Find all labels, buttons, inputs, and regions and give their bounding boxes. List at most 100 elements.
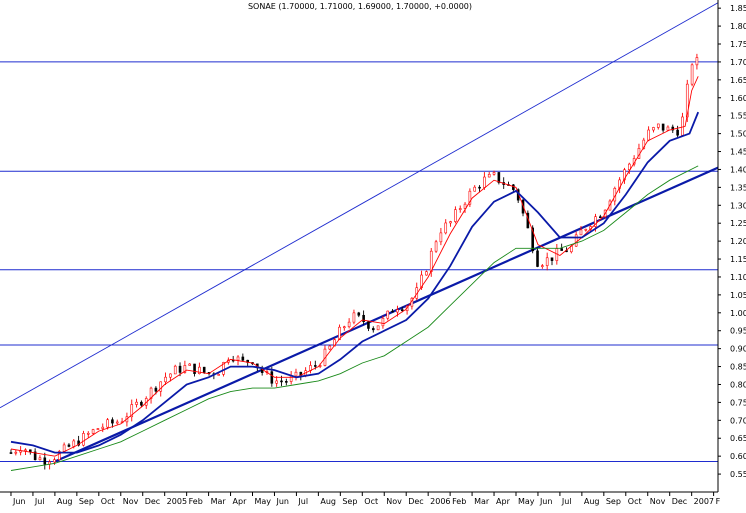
candle-body xyxy=(652,127,655,131)
x-tick-label: Nov xyxy=(650,497,666,506)
candle-body xyxy=(458,208,462,210)
candle-body xyxy=(492,172,496,175)
candle-body xyxy=(328,345,332,350)
candle-body xyxy=(62,444,66,452)
candle-body xyxy=(72,440,76,447)
candle-body xyxy=(33,451,37,461)
y-tick-label: 0.90 xyxy=(730,345,746,354)
x-tick-label: Oct xyxy=(628,497,642,506)
y-tick-label: 0.80 xyxy=(730,380,746,389)
candle-body xyxy=(454,209,457,222)
trendline xyxy=(0,2,719,409)
candle-body xyxy=(24,449,27,452)
candle-body xyxy=(463,203,467,209)
y-tick-label: 1.75 xyxy=(730,40,746,49)
x-tick-label: May xyxy=(255,497,272,506)
x-tick-label: Feb xyxy=(452,497,466,506)
y-tick-label: 1.30 xyxy=(730,201,746,210)
candle-body xyxy=(681,116,684,136)
candle-body xyxy=(541,265,544,267)
x-tick-label: Jun xyxy=(275,497,289,506)
candle-body xyxy=(594,216,597,227)
candle-body xyxy=(371,328,375,331)
candle-body xyxy=(695,57,699,66)
series-line xyxy=(10,111,700,454)
candle-body xyxy=(178,365,182,373)
y-tick-label: 1.25 xyxy=(730,219,746,228)
candle-body xyxy=(280,380,283,383)
candle-body xyxy=(483,176,486,188)
candle-body xyxy=(342,326,346,329)
x-tick-label: Dec xyxy=(408,497,423,506)
trendline xyxy=(54,166,719,463)
series-line xyxy=(10,76,699,457)
candle-body xyxy=(86,432,90,435)
horizontal-lines xyxy=(0,61,718,463)
candle-body xyxy=(560,248,563,251)
candle-body xyxy=(130,404,134,418)
x-tick-label: Jul xyxy=(561,497,572,506)
candle-body xyxy=(391,310,394,313)
candle-body xyxy=(550,257,554,261)
candle-body xyxy=(294,371,298,377)
candle-body xyxy=(183,365,187,373)
y-tick-label: 1.55 xyxy=(730,112,746,121)
candle-body xyxy=(188,363,192,366)
candle-body xyxy=(9,452,13,454)
y-tick-label: 1.10 xyxy=(730,273,746,282)
y-tick-label: 1.00 xyxy=(730,309,746,318)
y-tick-label: 1.20 xyxy=(730,237,746,246)
x-tick-label: May xyxy=(518,497,535,506)
candle-body xyxy=(584,228,588,231)
candle-body xyxy=(285,381,288,383)
x-tick-label: Dec xyxy=(145,497,160,506)
candle-body xyxy=(29,449,32,453)
candle-body xyxy=(14,451,18,454)
y-tick-label: 0.60 xyxy=(730,452,746,461)
candle-body xyxy=(202,366,206,373)
candle-body xyxy=(91,429,95,434)
x-tick-label: F xyxy=(716,497,721,506)
candle-body xyxy=(115,421,119,424)
y-tick-label: 1.35 xyxy=(730,183,746,192)
candle-body xyxy=(671,126,675,131)
x-tick-label: Oct xyxy=(101,497,115,506)
x-tick-label: Jun xyxy=(12,497,25,506)
y-tick-label: 1.80 xyxy=(730,22,746,31)
candle-body xyxy=(241,356,245,361)
y-tick-label: 1.50 xyxy=(730,130,746,139)
candle-body xyxy=(642,139,646,149)
x-tick-label: Sep xyxy=(342,497,357,506)
candle-body xyxy=(386,310,390,319)
candle-body xyxy=(198,366,201,374)
candle-body xyxy=(164,376,167,383)
x-tick-label: Jun xyxy=(539,497,553,506)
x-tick-label: Jul xyxy=(297,497,308,506)
candle-body xyxy=(487,173,491,178)
candle-body xyxy=(275,380,278,384)
trendlines xyxy=(0,2,719,463)
candle-body xyxy=(135,401,138,405)
candle-body xyxy=(169,373,172,378)
candle-body xyxy=(67,444,71,447)
candle-body xyxy=(362,314,365,323)
candle-body xyxy=(627,163,631,171)
candle-body xyxy=(449,221,452,224)
x-tick-label: Feb xyxy=(189,497,203,506)
y-tick-label: 1.40 xyxy=(730,165,746,174)
y-tick-label: 1.70 xyxy=(730,58,746,67)
candle-body xyxy=(82,433,85,446)
candle-body xyxy=(434,241,438,252)
moving-averages xyxy=(10,76,700,471)
y-tick-label: 0.75 xyxy=(730,398,746,407)
candle-body xyxy=(400,309,404,311)
candle-body xyxy=(357,312,361,316)
candle-body xyxy=(352,312,356,323)
candle-body xyxy=(193,363,196,374)
candle-body xyxy=(536,250,539,267)
x-tick-label: Dec xyxy=(672,497,687,506)
candle-body xyxy=(420,274,423,289)
y-tick-label: 0.70 xyxy=(730,416,746,425)
